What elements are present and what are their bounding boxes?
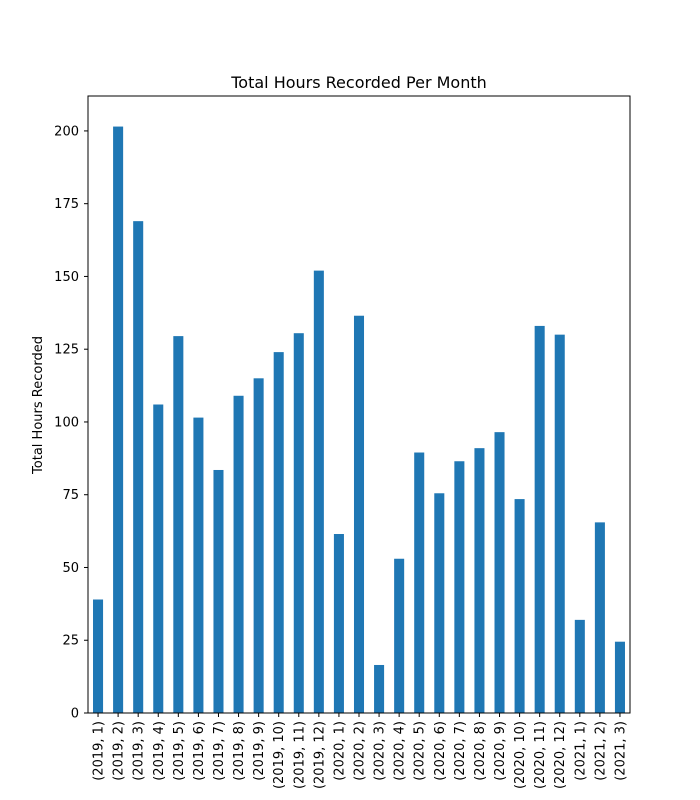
bar-14 (374, 664, 385, 713)
x-tick-label: (2019, 9) (252, 721, 267, 781)
x-tick-label: (2020, 12) (553, 721, 568, 789)
x-tick-label: (2020, 3) (373, 721, 388, 781)
bar-15 (394, 558, 405, 713)
x-tick-label: (2019, 5) (172, 721, 187, 781)
x-tick-label: (2020, 4) (393, 721, 408, 781)
y-tick-label: 150 (54, 270, 79, 285)
bar-13 (353, 315, 365, 713)
bar-10 (293, 333, 304, 713)
bar-21 (514, 499, 525, 713)
x-tick-label: (2021, 2) (593, 721, 608, 781)
y-tick-label: 50 (62, 561, 79, 576)
y-tick-label: 200 (54, 124, 79, 139)
x-tick-label: (2019, 7) (212, 721, 227, 781)
bar-20 (494, 432, 505, 713)
bar-2 (133, 221, 144, 713)
y-tick-label: 100 (54, 415, 79, 430)
bar-6 (213, 469, 224, 713)
x-tick-label: (2020, 10) (513, 721, 528, 789)
x-tick-label: (2019, 3) (132, 721, 147, 781)
bar-26 (614, 641, 625, 713)
x-tick-label: (2020, 2) (353, 721, 368, 781)
x-tick-label: (2019, 11) (292, 721, 307, 789)
x-tick-label: (2019, 1) (92, 721, 107, 781)
x-axis-ticks: (2019, 1) (2019, 2) (2019, 3) (2019, 4) (201… (92, 713, 628, 789)
x-tick-label: (2020, 8) (473, 721, 488, 781)
bar-4 (173, 336, 184, 713)
y-tick-label: 175 (54, 197, 79, 212)
bar-8 (253, 378, 264, 713)
bar-19 (474, 448, 485, 713)
y-tick-label: 75 (62, 488, 79, 503)
y-axis-label: Total Hours Recorded (31, 336, 46, 475)
y-tick-label: 0 (71, 707, 79, 722)
x-tick-label: (2020, 11) (533, 721, 548, 789)
bar-23 (554, 334, 565, 713)
chart-title: Total Hours Recorded Per Month (230, 73, 487, 92)
bar-3 (153, 404, 164, 713)
x-tick-label: (2020, 5) (413, 721, 428, 781)
x-tick-label: (2020, 1) (332, 721, 347, 781)
bar-7 (233, 395, 244, 713)
bar-24 (574, 619, 585, 713)
x-tick-label: (2020, 6) (433, 721, 448, 781)
x-tick-label: (2019, 4) (152, 721, 167, 781)
x-tick-label: (2019, 2) (112, 721, 127, 781)
bar-25 (594, 522, 605, 713)
bar-5 (193, 417, 204, 713)
x-tick-label: (2019, 12) (312, 721, 327, 789)
x-tick-label: (2019, 10) (272, 721, 287, 789)
bar-1 (113, 126, 124, 713)
bars-group (93, 126, 625, 713)
y-axis-ticks: 0 25 50 75 100 125 150 175 200 (54, 124, 88, 722)
bar-11 (313, 270, 324, 713)
y-tick-label: 25 (62, 634, 79, 649)
bar-0 (93, 599, 104, 713)
x-tick-label: (2021, 1) (573, 721, 588, 781)
plot-area-frame (87, 95, 631, 714)
y-tick-label: 125 (54, 343, 79, 358)
bar-12 (333, 534, 344, 713)
bar-22 (534, 325, 545, 713)
bar-17 (434, 493, 445, 713)
bar-16 (414, 452, 425, 713)
bar-18 (454, 461, 465, 713)
bar-9 (273, 352, 284, 713)
x-tick-label: (2020, 7) (453, 721, 468, 781)
x-tick-label: (2019, 8) (232, 721, 247, 781)
x-tick-label: (2019, 6) (192, 721, 207, 781)
x-tick-label: (2020, 9) (493, 721, 508, 781)
x-tick-label: (2021, 3) (613, 721, 628, 781)
